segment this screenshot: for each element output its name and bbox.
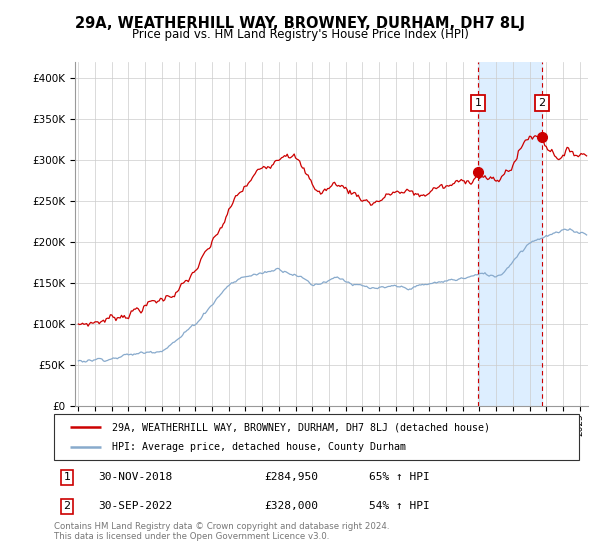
Bar xyxy=(478,62,542,406)
Text: 2: 2 xyxy=(64,501,71,511)
Text: £328,000: £328,000 xyxy=(264,501,318,511)
Text: 29A, WEATHERHILL WAY, BROWNEY, DURHAM, DH7 8LJ: 29A, WEATHERHILL WAY, BROWNEY, DURHAM, D… xyxy=(75,16,525,31)
Text: 54% ↑ HPI: 54% ↑ HPI xyxy=(369,501,430,511)
Text: HPI: Average price, detached house, County Durham: HPI: Average price, detached house, Coun… xyxy=(112,442,406,452)
Text: 65% ↑ HPI: 65% ↑ HPI xyxy=(369,472,430,482)
Text: Contains HM Land Registry data © Crown copyright and database right 2024.
This d: Contains HM Land Registry data © Crown c… xyxy=(54,522,389,542)
FancyBboxPatch shape xyxy=(54,414,579,460)
Text: 30-NOV-2018: 30-NOV-2018 xyxy=(98,472,173,482)
Text: £284,950: £284,950 xyxy=(264,472,318,482)
Text: Price paid vs. HM Land Registry's House Price Index (HPI): Price paid vs. HM Land Registry's House … xyxy=(131,28,469,41)
Text: 1: 1 xyxy=(475,98,482,108)
Text: 30-SEP-2022: 30-SEP-2022 xyxy=(98,501,173,511)
Text: 2: 2 xyxy=(538,98,545,108)
Text: 1: 1 xyxy=(64,472,71,482)
Text: 29A, WEATHERHILL WAY, BROWNEY, DURHAM, DH7 8LJ (detached house): 29A, WEATHERHILL WAY, BROWNEY, DURHAM, D… xyxy=(112,422,490,432)
